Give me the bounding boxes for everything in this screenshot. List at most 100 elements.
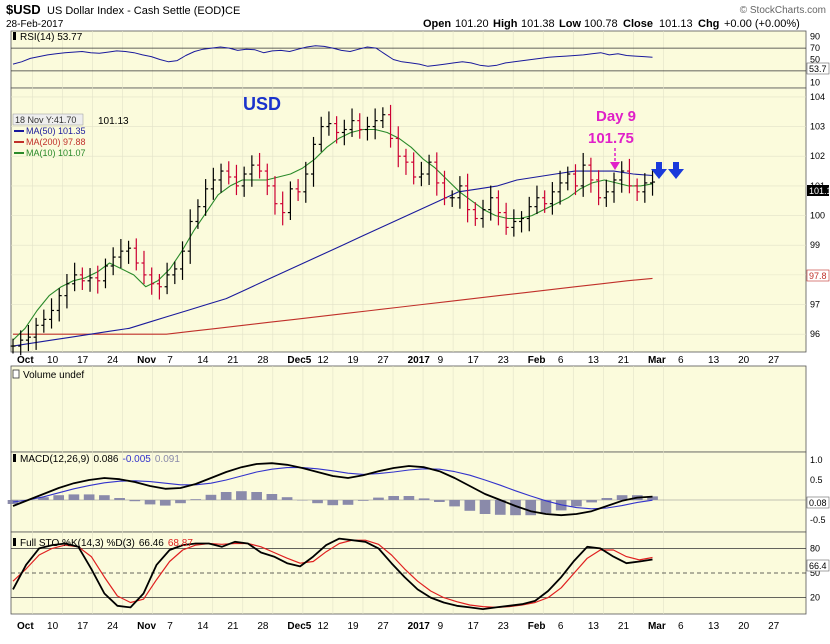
sto-date-label: 2017: [408, 621, 431, 632]
panel-backgrounds: [11, 31, 806, 614]
macd-histogram-bar: [358, 500, 369, 501]
sto-date-label: 9: [438, 621, 444, 632]
sto-date-label: 14: [197, 621, 209, 632]
price-date-label: 6: [678, 355, 684, 366]
macd-histogram-bar: [449, 500, 460, 506]
price-legend-bubble: 18 Nov Y:41.70: [15, 115, 76, 125]
macd-legend-box: [13, 454, 16, 462]
exchange-label: ICE: [222, 5, 240, 17]
sto-date-label: 19: [348, 621, 360, 632]
price-tick: 99: [810, 240, 820, 250]
low-value: 100.78: [584, 18, 618, 30]
macd-histogram-bar: [251, 492, 262, 500]
macd-histogram-bar: [434, 500, 445, 502]
high-label: High: [493, 18, 518, 30]
price-date-label: Mar: [648, 355, 666, 366]
macd-histogram-bar: [267, 494, 278, 500]
day9-value-annotation: 101.75: [588, 130, 634, 147]
price-date-label: 19: [348, 355, 360, 366]
sto-badge: 66.4: [809, 561, 827, 571]
macd-histogram-bar: [190, 499, 201, 500]
macd-histogram-bar: [206, 495, 217, 500]
change-label: Chg: [698, 18, 719, 30]
macd-histogram-bar: [114, 498, 125, 500]
price-date-label: 14: [197, 355, 209, 366]
sto-date-label: 17: [468, 621, 480, 632]
price-date-label: 13: [708, 355, 720, 366]
price-legend-main: 101.13: [98, 116, 129, 127]
symbol-label: $USD: [6, 2, 41, 17]
sto-date-label: 13: [588, 621, 600, 632]
sto-legend: Full STO %K(14,3) %D(3) 66.46 68.87: [20, 538, 193, 549]
low-label: Low: [559, 18, 581, 30]
sto-date-label: 6: [558, 621, 564, 632]
price-date-label: 2017: [408, 355, 431, 366]
sto-date-label: 27: [768, 621, 780, 632]
stockcharts-watermark: © StockCharts.com: [740, 5, 826, 16]
macd-tick: 1.0: [810, 455, 823, 465]
macd-histogram-bar: [312, 500, 323, 503]
macd-histogram-bar: [602, 498, 613, 500]
sto-legend-d: 68.87: [168, 538, 193, 549]
price-date-label: Oct: [17, 355, 34, 366]
ma200-badge: 97.8: [809, 271, 827, 281]
macd-histogram-bar: [129, 500, 140, 501]
price-date-label: 27: [378, 355, 390, 366]
sto-date-label: Dec5: [287, 621, 311, 632]
open-value: 101.20: [455, 18, 489, 30]
price-date-label: 9: [438, 355, 444, 366]
macd-legend-macd: 0.086: [93, 454, 118, 465]
macd-histogram-bar: [145, 500, 156, 504]
sto-date-label: Feb: [528, 621, 546, 632]
ma200-legend: MA(200) 97.88: [26, 137, 86, 147]
change-value: +0.00 (+0.00%): [724, 18, 800, 30]
price-date-label: 10: [47, 355, 59, 366]
macd-histogram-bar: [175, 500, 186, 503]
price-date-label: 13: [588, 355, 600, 366]
price-date-label: Feb: [528, 355, 546, 366]
macd-badge: 0.08: [809, 498, 827, 508]
rsi-tick: 10: [810, 77, 820, 87]
sto-date-label: 21: [227, 621, 239, 632]
sto-date-label: 27: [378, 621, 390, 632]
macd-histogram-bar: [373, 498, 384, 500]
sto-legend-prefix: Full STO %K(14,3) %D(3): [20, 538, 135, 549]
high-value: 101.38: [521, 18, 555, 30]
macd-histogram-bar: [327, 500, 338, 505]
macd-legend-hist: 0.091: [155, 454, 180, 465]
price-tick: 100: [810, 211, 825, 221]
price-date-label: Dec5: [287, 355, 311, 366]
instrument-name: US Dollar Index - Cash Settle (EOD): [47, 5, 225, 17]
ma10-legend: MA(10) 101.07: [26, 148, 86, 158]
volume-legend-box: [13, 370, 19, 378]
macd-histogram-bar: [84, 494, 95, 500]
macd-histogram-bar: [586, 500, 597, 502]
macd-histogram-bar: [160, 500, 171, 506]
sto-date-label: 6: [678, 621, 684, 632]
macd-histogram-bar: [525, 500, 536, 515]
macd-tick: -0.5: [810, 515, 826, 525]
macd-legend-signal: -0.005: [123, 454, 152, 465]
sto-date-label: 13: [708, 621, 720, 632]
price-date-label: 20: [738, 355, 750, 366]
price-tick: 102: [810, 151, 825, 161]
macd-legend-prefix: MACD(12,26,9): [20, 454, 89, 465]
price-date-label: 28: [257, 355, 269, 366]
macd-histogram-bar: [282, 497, 293, 500]
sto-legend-k: 66.46: [139, 538, 164, 549]
price-date-label: 27: [768, 355, 780, 366]
open-label: Open: [423, 18, 451, 30]
sto-date-label: Oct: [17, 621, 34, 632]
price-tick: 96: [810, 329, 820, 339]
sto-date-label: 7: [167, 621, 173, 632]
macd-histogram-bar: [69, 494, 80, 500]
price-date-label: 7: [167, 355, 173, 366]
close-label: Close: [623, 18, 653, 30]
macd-tick: 0.5: [810, 475, 823, 485]
panel-rsi: [11, 31, 806, 88]
usd-annotation: USD: [243, 94, 281, 114]
price-date-label: Nov: [137, 355, 156, 366]
sto-date-label: Mar: [648, 621, 666, 632]
